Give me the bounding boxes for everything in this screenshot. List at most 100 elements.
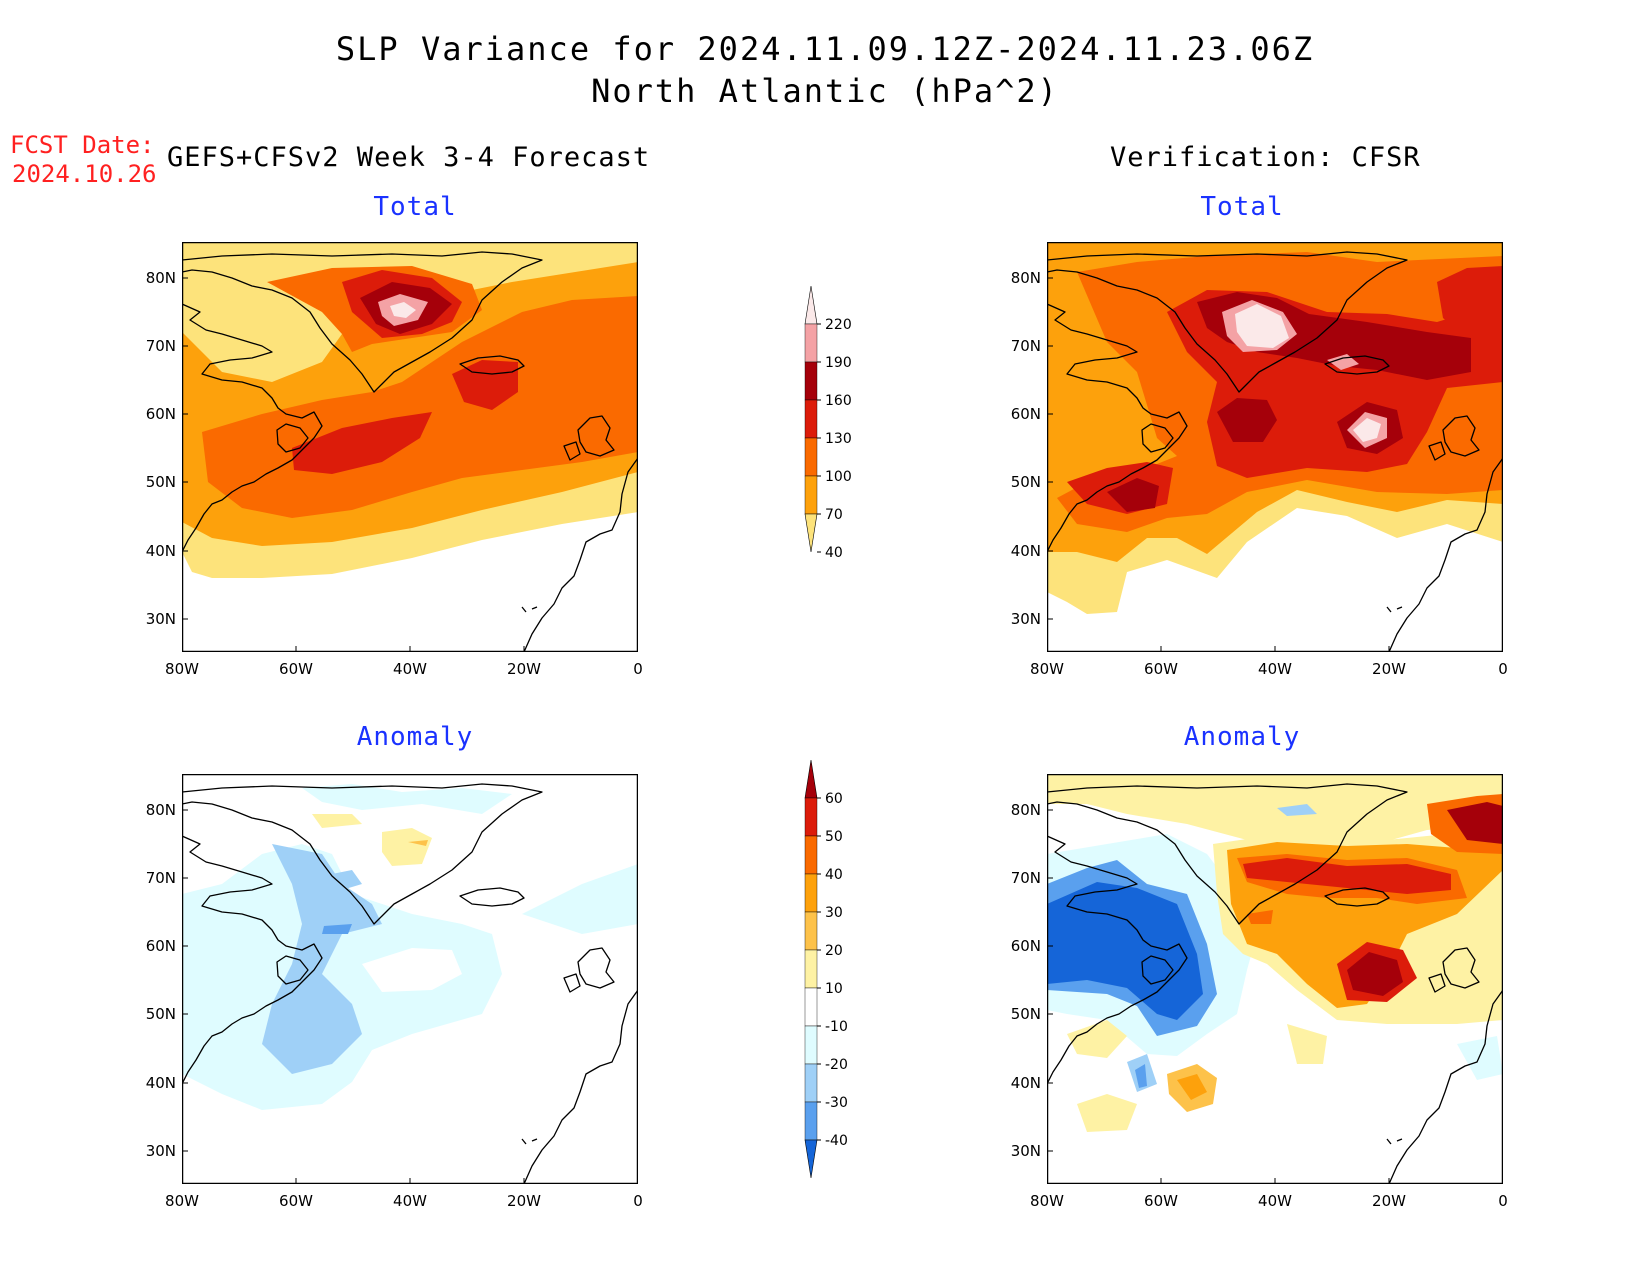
coastline-segment	[1047, 783, 1408, 925]
colorbar-segment	[804, 437, 818, 477]
coastline-segment	[563, 973, 581, 993]
coastline-segment	[182, 251, 543, 393]
coastline-segment	[1386, 1138, 1403, 1145]
colorbar-level-label: 190	[825, 355, 852, 371]
contour-minus30	[322, 924, 352, 934]
contour-minus10b	[1457, 1036, 1503, 1080]
map-panel-forecast-anomaly	[182, 774, 638, 1184]
colorbar-arrow-bottom	[804, 1139, 818, 1179]
colorbar-segment	[804, 911, 818, 951]
contour-60b	[1447, 802, 1503, 844]
coastline-segment	[459, 887, 525, 907]
colorbar-segment	[804, 1025, 818, 1065]
contour-minus10b	[302, 784, 512, 814]
coastline	[182, 251, 638, 652]
contour-zero-hole	[362, 948, 462, 992]
contour-10d	[1077, 1094, 1137, 1132]
lat-tick-label: 60N	[145, 937, 176, 955]
contour-10	[1047, 774, 1503, 846]
lat-tick-label: 50N	[1010, 473, 1041, 491]
panel-subtitle-top-left: Total	[373, 192, 457, 222]
lat-tick-label: 70N	[145, 869, 176, 887]
fcst-date-label: FCST Date:	[10, 131, 155, 159]
coastline-segment	[563, 441, 581, 461]
contour-minus10c	[522, 864, 638, 934]
colorbar-total: 220 190 160 130 100 70 40	[804, 285, 852, 561]
lon-tick-label: 0	[633, 660, 643, 678]
colorbar-arrow-bottom	[804, 513, 818, 553]
colorbar-level-label: 60	[825, 791, 843, 807]
coastline-segment	[1047, 251, 1408, 393]
contour-30b	[1177, 1074, 1207, 1100]
lon-tick-label: 60W	[1144, 1192, 1178, 1210]
map-panel-verification-anomaly	[1047, 774, 1503, 1184]
colorbar-arrow-top	[804, 759, 818, 799]
contour-minus20b	[332, 870, 362, 890]
coastline-segment	[1388, 457, 1503, 652]
colorbar-level-label: 10	[825, 981, 843, 997]
lat-tick-label: 80N	[145, 269, 176, 287]
map-panel-verification-total	[1047, 242, 1503, 652]
lon-tick-label: 40W	[1258, 1192, 1292, 1210]
lon-tick-label: 20W	[1372, 1192, 1406, 1210]
lat-tick-label: 60N	[145, 405, 176, 423]
lon-tick-label: 20W	[507, 660, 541, 678]
coastline-segment	[523, 457, 638, 652]
panel-subtitle-bottom-right: Anomaly	[1183, 722, 1301, 752]
lon-tick-label: 80W	[1030, 660, 1064, 678]
lat-tick-label: 60N	[1010, 405, 1041, 423]
lon-tick-label: 40W	[1258, 660, 1292, 678]
contour-20	[408, 840, 428, 846]
coastline-segment	[1386, 606, 1403, 613]
coastline-segment	[1141, 423, 1174, 453]
coastline-segment	[1141, 955, 1174, 985]
colorbar-segment	[804, 1101, 818, 1141]
lat-tick-label: 30N	[1010, 1142, 1041, 1160]
contour-160b	[1217, 398, 1277, 442]
coastline-segment	[1388, 989, 1503, 1184]
colorbar-segment	[804, 873, 818, 913]
contour-220b	[1353, 418, 1381, 442]
contour-130b	[292, 412, 432, 474]
coastline-segment	[1324, 355, 1390, 375]
colorbar-level-label: 220	[825, 317, 852, 333]
lat-tick-label: 60N	[1010, 937, 1041, 955]
colorbar-level-label: 70	[825, 507, 843, 523]
colorbar-segment	[804, 361, 818, 401]
lon-tick-label: 60W	[1144, 660, 1178, 678]
lat-tick-label: 70N	[1010, 337, 1041, 355]
colorbar-segment	[804, 399, 818, 439]
lon-tick-label: 80W	[1030, 1192, 1064, 1210]
contour-minus10	[182, 844, 502, 1110]
coastline-segment	[523, 989, 638, 1184]
coastline-segment	[577, 415, 615, 457]
map-panel-forecast-total	[182, 242, 638, 652]
contour-160d	[1107, 478, 1159, 512]
coastline	[1047, 783, 1503, 1184]
coastline-segment	[521, 1138, 538, 1145]
lon-tick-label: 60W	[279, 660, 313, 678]
contour-60	[1347, 952, 1403, 996]
coastline-segment	[276, 955, 309, 985]
lat-tick-label: 40N	[145, 1074, 176, 1092]
coastline-segment	[1428, 441, 1446, 461]
coastline-segment	[1442, 947, 1480, 989]
coastline-segment	[182, 303, 323, 553]
colorbar-arrow-top	[804, 285, 818, 325]
coastline-segment	[182, 835, 323, 1085]
colorbar-segment	[804, 797, 818, 837]
contour-40c	[1247, 910, 1273, 924]
main-subtitle: North Atlantic (hPa^2)	[591, 72, 1059, 110]
lon-tick-label: 80W	[165, 1192, 199, 1210]
lon-tick-label: 80W	[165, 660, 199, 678]
contour-10e	[1287, 1024, 1327, 1064]
contour-minus20b	[1277, 804, 1317, 816]
colorbar-segment	[804, 323, 818, 363]
coastline-segment	[521, 606, 538, 613]
coastline-segment	[1428, 973, 1446, 993]
colorbar-level-label: 20	[825, 943, 843, 959]
panel-subtitle-top-right: Total	[1200, 192, 1284, 222]
contour-10f	[1067, 1020, 1127, 1058]
colorbar-level-label: 50	[825, 829, 843, 845]
lat-tick-label: 40N	[145, 542, 176, 560]
